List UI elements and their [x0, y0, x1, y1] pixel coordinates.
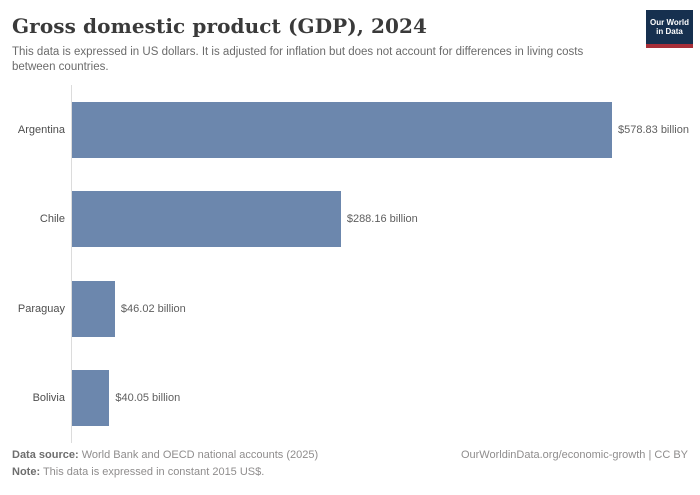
bar[interactable] — [72, 370, 110, 427]
bar-track: $288.16 billion — [71, 174, 688, 264]
bar-track: $578.83 billion — [71, 85, 689, 175]
footer-right: OurWorldinData.org/economic-growth | CC … — [461, 447, 688, 464]
value-label: $578.83 billion — [618, 123, 689, 136]
owid-logo-line1: Our World — [650, 18, 689, 27]
value-label: $288.16 billion — [346, 213, 418, 226]
bar-chart-rows: Argentina $578.83 billion Chile $288.16 bil… — [12, 85, 689, 443]
bar-chart: Argentina $578.83 billion Chile $288.16 bil… — [12, 85, 689, 443]
chart-row: Paraguay $46.02 billion — [12, 264, 688, 354]
data-source-label: Data source: — [12, 449, 79, 461]
note-line: Note: This data is expressed in constant… — [12, 464, 318, 481]
owid-url-link[interactable]: OurWorldinData.org/economic-growth — [460, 449, 646, 461]
value-label: $46.02 billion — [120, 302, 186, 315]
owid-logo-line2: in Data — [656, 27, 683, 36]
bar-track: $46.02 billion — [71, 264, 688, 354]
chart-footer: Data source: World Bank and OECD nationa… — [12, 447, 688, 481]
chart-subtitle: This data is expressed in US dollars. It… — [12, 46, 584, 73]
chart-row: Bolivia $40.05 billion — [12, 353, 688, 443]
bar-track: $40.05 billion — [71, 353, 688, 443]
footer-left: Data source: World Bank and OECD nationa… — [12, 447, 318, 481]
owid-logo[interactable]: Our World in Data — [646, 10, 693, 48]
data-source-line: Data source: World Bank and OECD nationa… — [12, 447, 318, 464]
license-badge: CC BY — [654, 449, 688, 461]
entity-label: Paraguay — [17, 302, 65, 315]
bar[interactable] — [72, 280, 115, 337]
footer-separator: | — [645, 449, 655, 461]
entity-label: Argentina — [17, 123, 65, 136]
entity-label: Bolivia — [32, 392, 65, 405]
chart-row: Chile $288.16 billion — [12, 174, 688, 264]
note-text: This data is expressed in constant 2015 … — [40, 466, 265, 478]
bar[interactable] — [72, 101, 612, 158]
entity-label: Chile — [39, 213, 65, 226]
chart-row: Argentina $578.83 billion — [12, 85, 689, 175]
page-title: Gross domestic product (GDP), 2024 — [12, 14, 428, 38]
value-label: $40.05 billion — [115, 392, 181, 405]
data-source-text: World Bank and OECD national accounts (2… — [78, 449, 319, 461]
note-label: Note: — [12, 466, 41, 478]
bar[interactable] — [72, 191, 341, 248]
